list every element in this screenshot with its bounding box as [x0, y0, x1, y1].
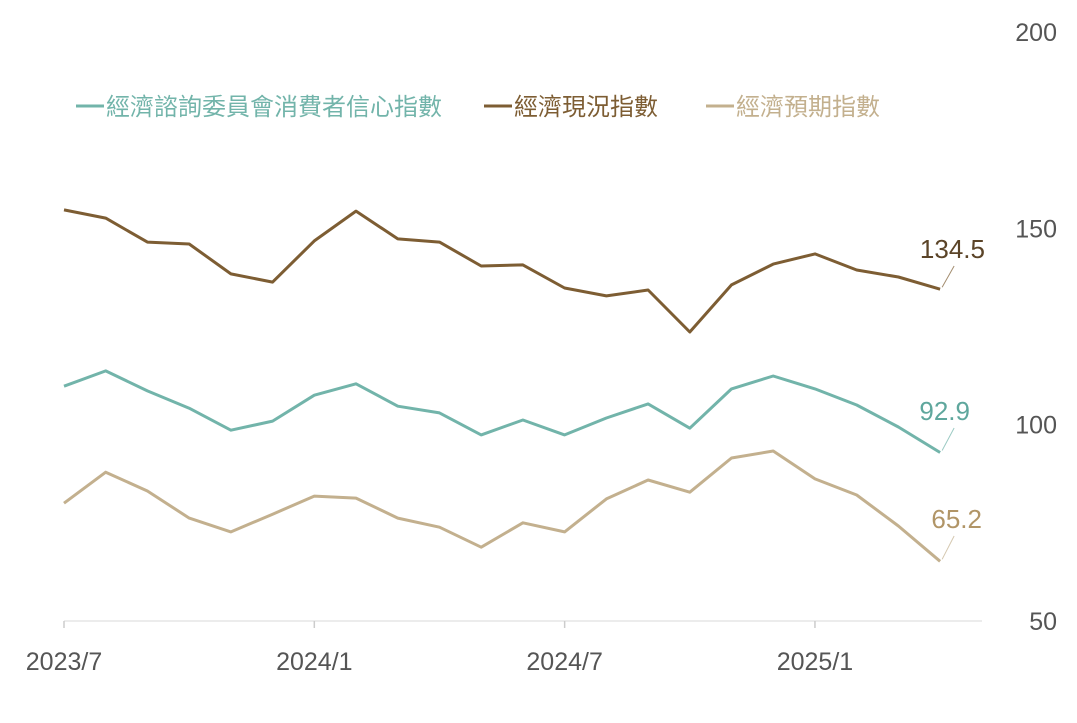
x-tick-label: 2024/1	[276, 648, 352, 676]
series-lines	[63, 208, 942, 563]
legend-label: 經濟諮詢委員會消費者信心指數	[106, 94, 442, 121]
y-tick-label: 50	[1029, 608, 1057, 636]
leader-line	[941, 427, 955, 451]
x-tick-label: 2025/1	[777, 648, 853, 676]
x-axis: 2023/7 2024/1 2024/7 2025/1	[26, 621, 853, 676]
end-value-label: 92.9	[919, 396, 970, 426]
y-axis: 200 150 100 50	[1015, 19, 1057, 636]
leader-line	[941, 535, 955, 560]
end-labels: 92.9 134.5 65.2	[919, 234, 985, 560]
series-line	[63, 449, 942, 563]
legend-label: 經濟預期指數	[736, 94, 880, 121]
x-tick-label: 2023/7	[26, 648, 102, 676]
y-tick-label: 100	[1015, 412, 1057, 440]
end-value-label: 134.5	[920, 234, 985, 264]
y-tick-label: 200	[1015, 19, 1057, 47]
series-line	[63, 369, 941, 454]
series-line	[63, 208, 941, 334]
x-tick-label: 2024/7	[526, 648, 602, 676]
y-tick-label: 150	[1015, 215, 1057, 243]
legend: 經濟諮詢委員會消費者信心指數 經濟現況指數 經濟預期指數	[76, 94, 880, 121]
legend-label: 經濟現況指數	[514, 94, 658, 121]
end-value-label: 65.2	[931, 504, 982, 534]
leader-line	[941, 265, 955, 288]
